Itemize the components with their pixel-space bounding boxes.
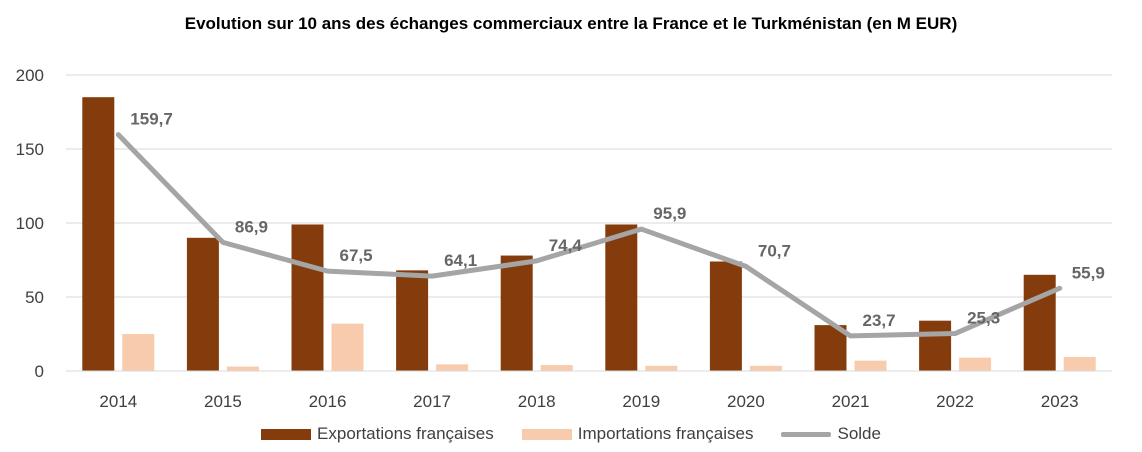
export-bar [709,261,742,371]
legend-item-solde: Solde [781,424,881,444]
export-bar [500,255,533,371]
import-bar [749,365,782,371]
legend-label-importations: Importations françaises [577,424,754,443]
legend-swatch-solde [781,431,832,437]
axes: 0 50 100 150 200 2014 2015 2016 2017 2018 2019 2020… [16,66,1112,411]
x-tick-label: 2016 [309,392,347,411]
export-bar [186,237,219,371]
solde-data-label: 64,1 [444,251,477,270]
x-tick-label: 2014 [99,392,137,411]
bars [82,97,1096,371]
export-bar [919,320,952,371]
solde-data-label: 23,7 [863,311,896,330]
y-tick-label: 50 [25,288,44,307]
solde-data-label: 95,9 [653,204,686,223]
x-tick-label: 2018 [518,392,556,411]
y-tick-label: 100 [16,214,44,233]
x-tick-label: 2022 [936,392,974,411]
import-bar [331,323,364,371]
import-bar [959,357,992,371]
solde-data-label: 86,9 [235,217,268,236]
export-bar [814,325,847,371]
x-tick-label: 2019 [622,392,660,411]
y-tick-label: 150 [16,140,44,159]
import-bar [436,364,469,371]
y-tick-label: 200 [16,66,44,85]
solde-data-label: 70,7 [758,241,791,260]
gridlines [66,74,1112,298]
legend: Exportations françaises Importations fra… [0,424,1142,444]
x-tick-label: 2020 [727,392,765,411]
export-bar [1023,274,1056,371]
legend-swatch-importations [521,428,572,440]
chart-title: Evolution sur 10 ans des échanges commer… [184,14,958,33]
solde-line [115,132,1063,339]
x-tick-label: 2017 [413,392,451,411]
legend-swatch-exportations [261,428,312,440]
solde-data-label: 74,4 [549,236,583,255]
solde-data-label: 67,5 [340,246,373,265]
legend-item-exportations: Exportations françaises [261,424,494,444]
legend-label-exportations: Exportations françaises [317,424,494,443]
solde-data-label: 159,7 [130,110,173,129]
x-tick-label: 2021 [832,392,870,411]
y-tick-label: 0 [35,362,44,381]
x-tick-label: 2023 [1041,392,1079,411]
import-bar [122,334,155,371]
export-bar [82,97,115,371]
export-bar [396,270,429,371]
solde-line-layer [115,132,1063,339]
import-bar [1063,356,1096,371]
data-labels: 159,7 86,9 67,5 64,1 74,4 95,9 70,7 23,7 25,3 55,… [130,110,1104,330]
x-tick-label: 2015 [204,392,242,411]
import-bar [540,365,573,371]
import-bar [226,366,259,371]
export-bar [291,224,324,371]
export-bar [605,224,638,371]
legend-label-solde: Solde [837,424,881,443]
solde-data-label: 55,9 [1072,263,1105,282]
import-bar [854,360,887,371]
import-bar [645,365,678,371]
solde-data-label: 25,3 [967,309,1000,328]
legend-item-importations: Importations françaises [521,424,754,444]
